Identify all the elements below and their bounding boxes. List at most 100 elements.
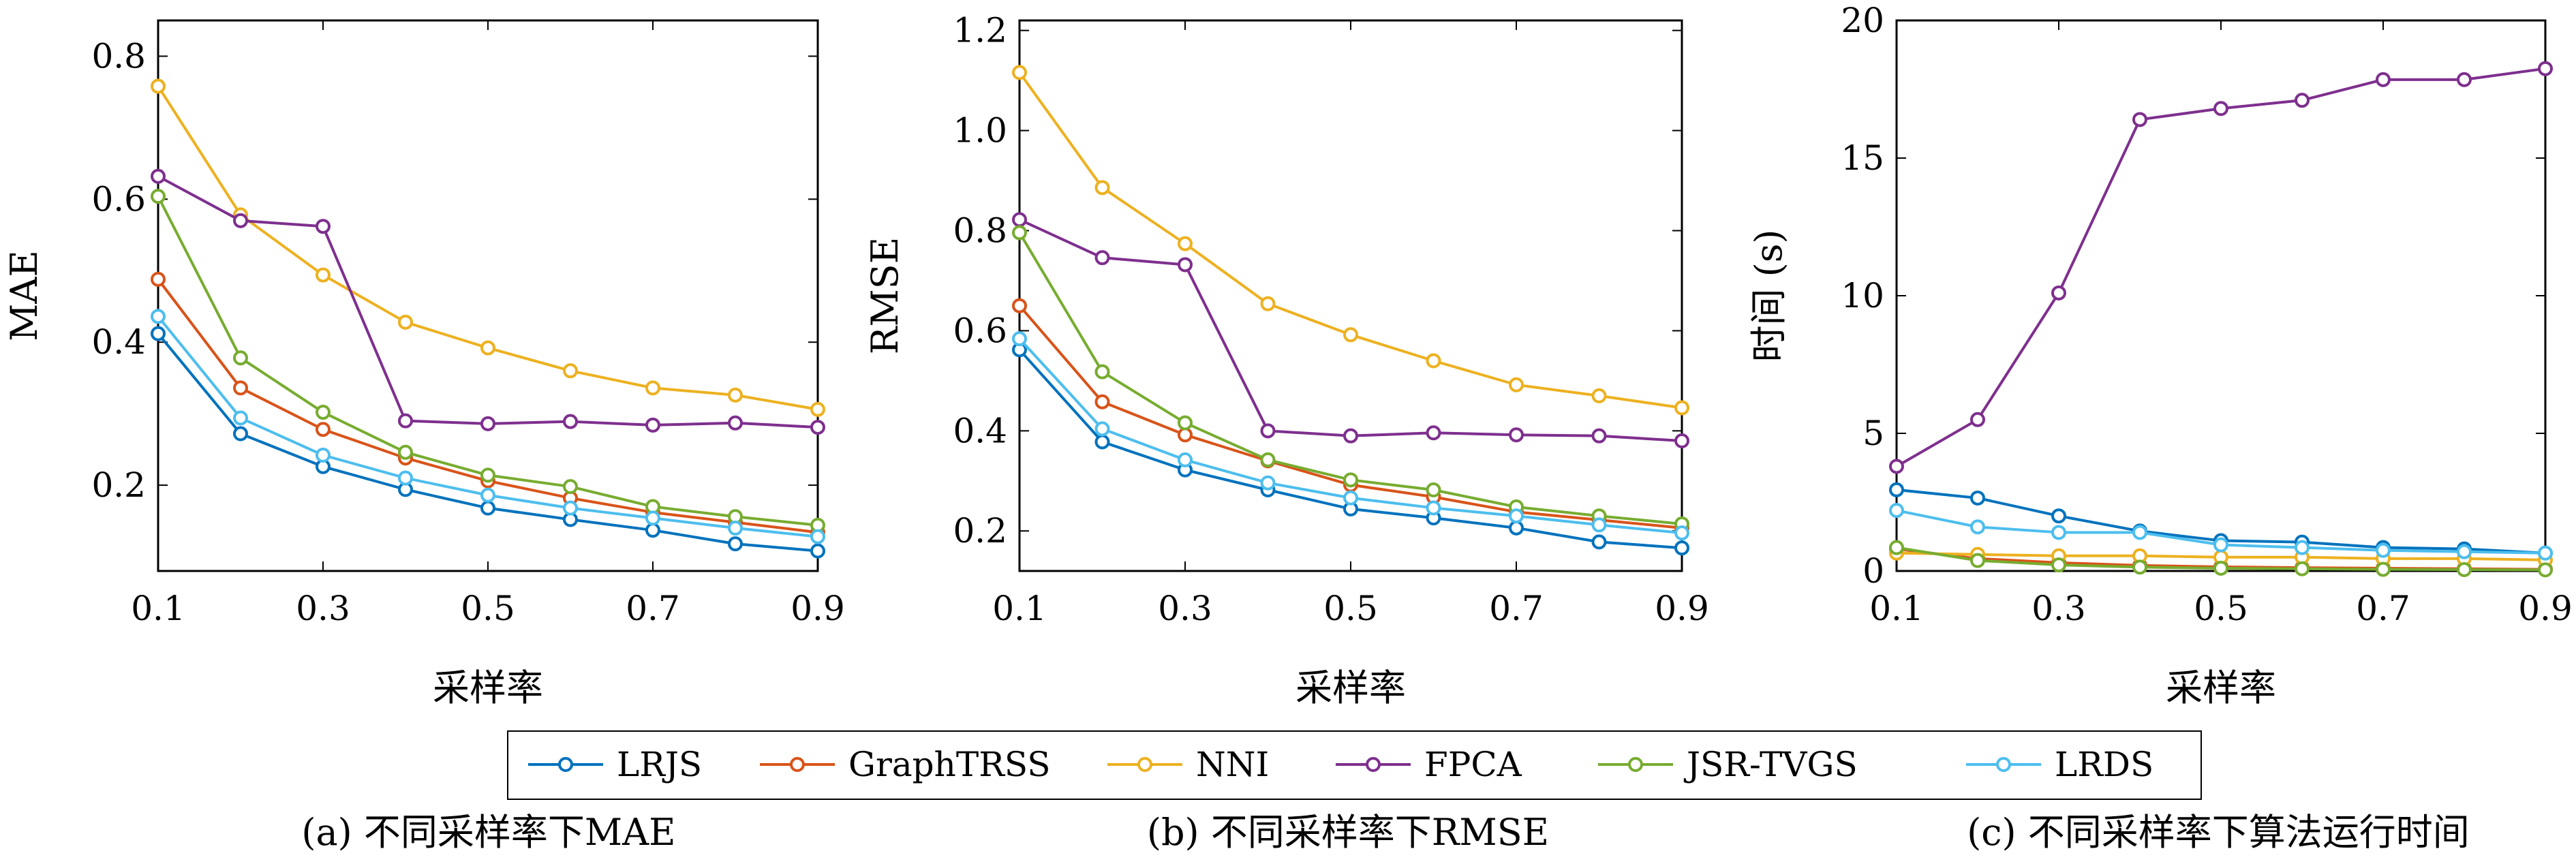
- data-point-jsr-tvgs: [1889, 540, 1904, 555]
- data-point-lrds: [2376, 542, 2391, 558]
- data-point-lrds: [1012, 331, 1027, 347]
- data-point-fpca: [480, 416, 495, 431]
- data-point-nni: [1012, 65, 1027, 80]
- data-point-graphtrss: [316, 422, 331, 437]
- x-tick-label: 0.5: [2194, 589, 2248, 628]
- y-tick-label: 0.6: [953, 311, 1007, 350]
- caption-a: (a) 不同采样率下MAE: [301, 811, 675, 854]
- legend-item-nni: NNI: [1107, 745, 1269, 784]
- x-tick-label: 0.7: [1489, 589, 1544, 628]
- data-point-jsr-tvgs: [2213, 560, 2228, 576]
- data-point-jsr-tvgs: [233, 350, 248, 366]
- data-point-lrjs: [1094, 434, 1110, 450]
- y-tick-label: 20: [1841, 1, 1884, 40]
- data-point-fpca: [1260, 423, 1276, 439]
- series-fpca: [1889, 61, 2553, 474]
- legend-marker-lrds: [1996, 757, 2011, 772]
- y-tick-label: 1.2: [953, 11, 1007, 50]
- data-point-lrjs: [233, 426, 248, 442]
- data-point-fpca: [398, 413, 413, 429]
- series-fpca: [151, 168, 825, 435]
- data-point-graphtrss: [151, 271, 166, 287]
- data-point-fpca: [151, 168, 166, 184]
- x-tick-label: 0.5: [461, 589, 515, 628]
- data-point-lrds: [480, 487, 495, 503]
- data-point-nni: [316, 267, 331, 283]
- data-point-lrds: [151, 309, 166, 324]
- y-tick-label: 15: [1841, 138, 1884, 178]
- data-point-jsr-tvgs: [563, 479, 578, 495]
- y-tick-label: 0: [1862, 551, 1884, 591]
- data-point-lrjs: [645, 523, 660, 538]
- data-point-jsr-tvgs: [2051, 557, 2066, 573]
- data-point-lrds: [810, 529, 825, 544]
- caption-b: (b) 不同采样率下RMSE: [1147, 811, 1549, 854]
- data-point-jsr-tvgs: [151, 189, 166, 204]
- legend: LRJS GraphTRSS NNI FPCA JSR-TVGS LRDS: [507, 730, 2202, 800]
- legend-item-jsr-tvgs: JSR-TVGS: [1598, 745, 1858, 784]
- data-point-graphtrss: [1012, 298, 1027, 313]
- data-point-lrds: [233, 410, 248, 426]
- data-point-lrjs: [480, 500, 495, 516]
- panel-runtime: 0.1 0.3 0.5 0.7 0.9 0 5 10 15 20 采样率 时间 (s): [1747, 1, 2573, 709]
- y-tick-label: 1.0: [953, 111, 1007, 151]
- y-axis-label: RMSE: [863, 237, 906, 354]
- data-point-lrjs: [810, 543, 825, 559]
- data-point-graphtrss: [233, 380, 248, 396]
- data-point-lrjs: [1889, 482, 1904, 497]
- x-tick-label: 0.9: [1655, 589, 1709, 628]
- data-point-fpca: [1591, 428, 1607, 444]
- data-point-fpca: [1426, 425, 1441, 441]
- data-point-lrjs: [1509, 520, 1524, 536]
- x-axis-label: 采样率: [2166, 666, 2276, 709]
- x-tick-label: 0.3: [296, 589, 350, 628]
- y-axis-label: 时间 (s): [1747, 229, 1790, 362]
- y-tick-label: 5: [1862, 414, 1884, 453]
- legend-label-nni: NNI: [1196, 745, 1269, 784]
- data-point-fpca: [1889, 459, 1904, 474]
- data-point-lrds: [1426, 500, 1441, 516]
- legend-label-fpca: FPCA: [1424, 745, 1522, 784]
- data-point-jsr-tvgs: [1012, 225, 1027, 241]
- data-point-nni: [1674, 400, 1689, 416]
- data-point-nni: [1343, 327, 1358, 343]
- x-tick-label: 0.1: [131, 589, 185, 628]
- data-point-lrds: [1889, 503, 1904, 519]
- data-point-fpca: [233, 213, 248, 228]
- data-point-jsr-tvgs: [2457, 561, 2472, 577]
- panel-rmse: 0.1 0.3 0.5 0.7 0.9 0.2 0.4 0.6 0.8 1.0 1.2 采样率 RMSE: [863, 11, 1709, 709]
- series-line-fpca: [157, 174, 818, 429]
- legend-item-fpca: FPCA: [1336, 745, 1522, 784]
- data-point-nni: [1094, 180, 1110, 196]
- data-point-jsr-tvgs: [2132, 559, 2147, 575]
- legend-item-lrjs: LRJS: [528, 745, 702, 784]
- series-lrjs: [1012, 342, 1689, 556]
- legend-item-graphtrss: GraphTRSS: [760, 745, 1050, 784]
- series-jsr-tvgs: [1889, 540, 2553, 578]
- data-point-lrjs: [1970, 490, 1985, 506]
- series-line-nni: [1018, 72, 1683, 409]
- data-point-nni: [563, 363, 578, 379]
- data-point-nni: [728, 387, 743, 403]
- caption-c: (c) 不同采样率下算法运行时间: [1967, 811, 2470, 854]
- y-axis-label: MAE: [3, 250, 46, 341]
- data-point-lrds: [1591, 517, 1607, 533]
- data-point-lrds: [563, 500, 578, 516]
- data-point-lrds: [2213, 537, 2228, 553]
- data-point-jsr-tvgs: [398, 444, 413, 460]
- legend-marker-lrjs: [558, 757, 573, 772]
- y-tick-label: 0.8: [91, 36, 146, 76]
- data-point-jsr-tvgs: [480, 467, 495, 483]
- y-tick-label: 0.6: [91, 179, 146, 219]
- x-axis-label: 采样率: [433, 666, 543, 709]
- data-point-fpca: [2051, 285, 2066, 300]
- data-point-jsr-tvgs: [1178, 415, 1193, 431]
- data-point-nni: [1509, 377, 1524, 392]
- data-point-fpca: [1012, 212, 1027, 228]
- data-point-lrds: [1509, 508, 1524, 524]
- series-line-lrjs: [157, 333, 818, 553]
- legend-label-lrds: LRDS: [2055, 745, 2153, 784]
- series-line-nni: [157, 85, 818, 411]
- data-point-fpca: [2295, 93, 2310, 108]
- data-point-nni: [1426, 353, 1441, 369]
